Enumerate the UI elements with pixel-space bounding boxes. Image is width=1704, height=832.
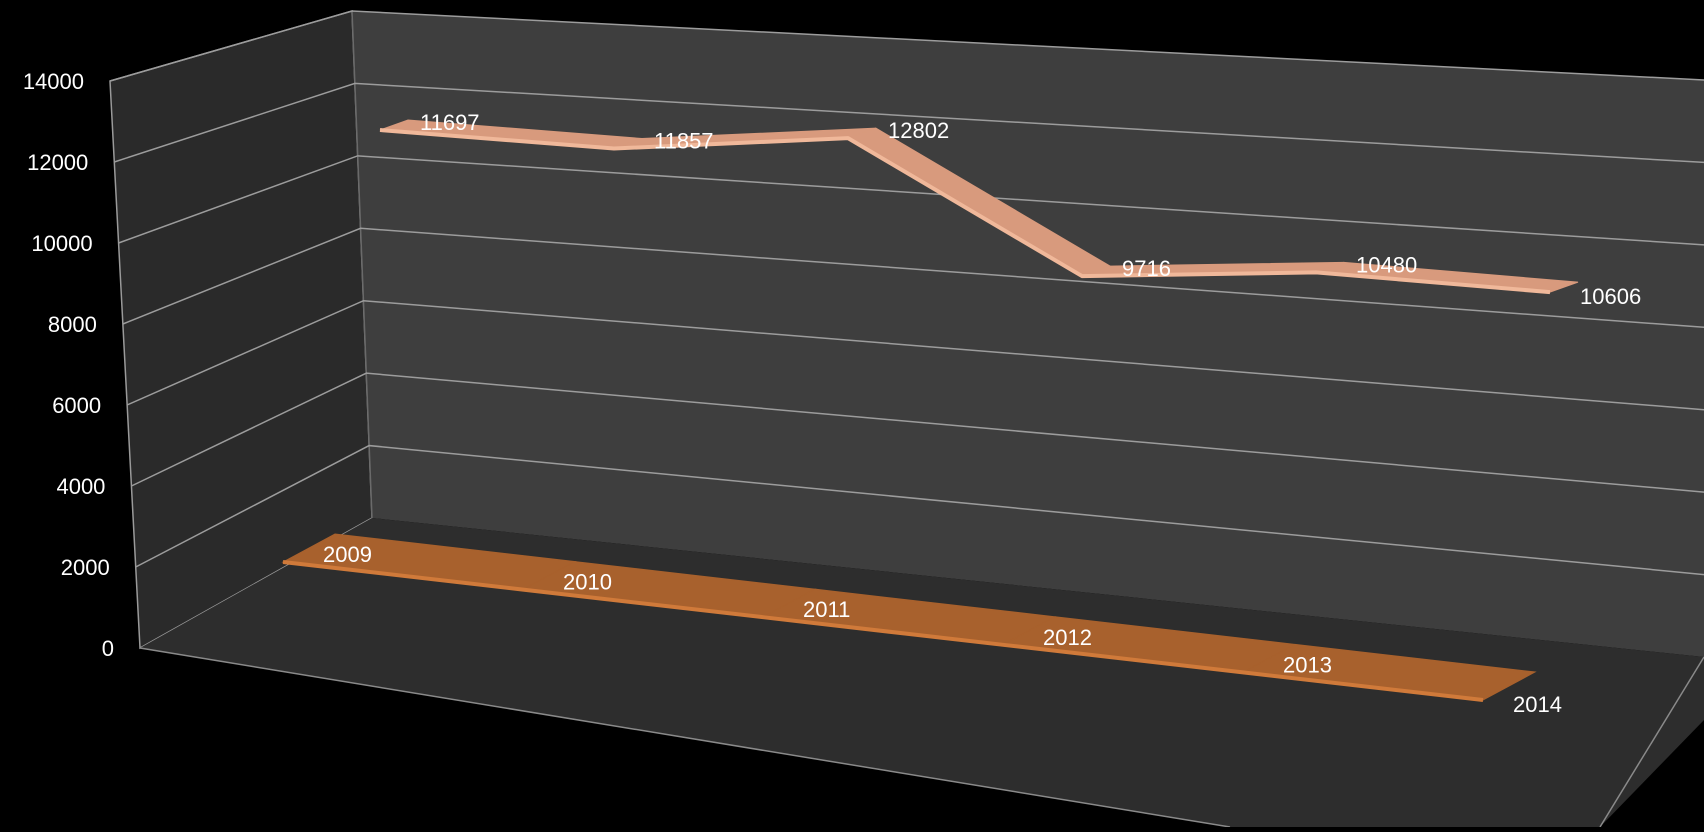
left-wall-edge [351,10,373,519]
y-tick-label: 2000 [61,555,110,580]
y-axis: 0 2000 4000 6000 8000 10000 12000 14000 [23,69,114,661]
y-tick-label: 14000 [23,69,84,94]
data-label: 9716 [1122,256,1171,281]
y-tick-label: 8000 [48,312,97,337]
y-tick-label: 6000 [52,393,101,418]
data-labels: 11697 11857 12802 9716 10480 10606 2009 2010 201… [323,110,1641,717]
floor [140,518,1704,827]
data-label: 10480 [1356,252,1417,277]
gridline [122,227,1704,329]
gridline [131,372,1704,493]
data-label: 10606 [1580,284,1641,309]
y-tick-label: 4000 [56,474,105,499]
gridline [114,82,1704,164]
floor-right-edge [1599,656,1704,828]
y-tick-label: 12000 [27,150,88,175]
gridline [126,299,1704,411]
series-0-line [379,128,1551,295]
floor-front-edge [139,647,1231,828]
gridline [118,155,1704,246]
y-tick-label: 0 [102,636,114,661]
data-label: 2009 [323,542,372,567]
data-label: 2013 [1283,652,1332,677]
data-label: 2012 [1043,625,1092,650]
back-wall [352,11,1704,657]
data-label: 11857 [654,129,714,154]
y-tick-label: 10000 [31,231,92,256]
data-label: 2010 [563,570,612,595]
data-label: 2014 [1513,692,1562,717]
series-layer [281,119,1579,702]
data-label: 11697 [420,110,480,135]
data-label: 2011 [803,597,850,622]
gridline [135,444,1704,576]
gridline [109,10,1704,82]
series-1-line [282,560,1484,702]
data-label: 12802 [888,118,949,143]
grid-layer [109,10,1704,576]
